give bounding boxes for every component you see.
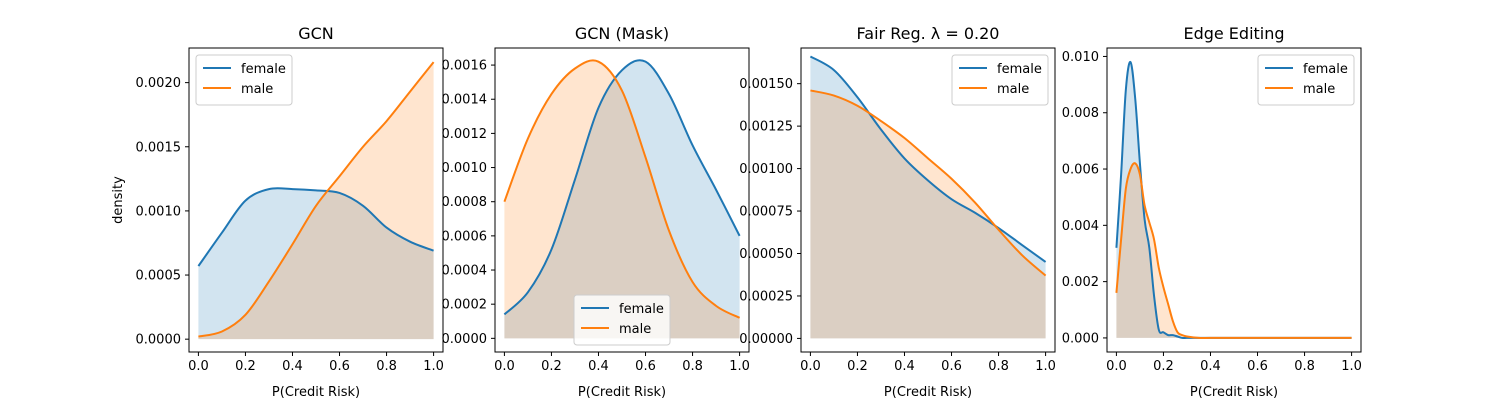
y-tick-label: 0.00100 (739, 162, 793, 177)
axes-frame (800, 47, 1056, 353)
y-tick-label: 0.002 (1062, 275, 1099, 290)
x-tick-label: 0.0 (1106, 359, 1127, 374)
subplot-title: GCN (Mask) (575, 24, 669, 43)
subplot-title: GCN (298, 24, 334, 43)
line-female (197, 187, 434, 267)
legend: female male (951, 54, 1049, 106)
x-tick-label: 0.2 (235, 359, 256, 374)
y-tick-label: 0.0006 (442, 229, 488, 244)
x-tick-label: 0.2 (1153, 359, 1174, 374)
y-tick-label: 0.0010 (136, 204, 182, 219)
x-tick-label: 1.0 (423, 359, 444, 374)
legend-label-female: female (241, 62, 286, 77)
legend-label-male: male (997, 82, 1029, 97)
y-tick-label: 0.00050 (739, 247, 793, 262)
y-tick-label: 0.0014 (442, 93, 488, 108)
subplot-4: 0.0 0.2 0.4 0.6 0.8 1.0 0.000 0.002 0.004 0.006 0.… (1062, 24, 1362, 400)
y-tick-label: 0.0012 (442, 127, 488, 142)
y-tick-label: 0.0008 (442, 195, 488, 210)
subplot-1: 0.0 0.2 0.4 0.6 0.8 1.0 0.0000 0.0005 0.0010 0.00… (111, 24, 444, 400)
legend: female male (1257, 54, 1355, 106)
legend: female male (195, 54, 293, 106)
x-axis-label: P(Credit Risk) (1190, 385, 1278, 400)
axes-frame (494, 47, 750, 353)
area-male (1116, 163, 1352, 339)
x-tick-label: 0.8 (1294, 359, 1315, 374)
x-tick-label: 0.4 (1200, 359, 1221, 374)
area-female (810, 56, 1046, 339)
legend-label-male: male (619, 322, 651, 337)
x-tick-label: 1.0 (1341, 359, 1362, 374)
y-tick-label: 0.00150 (739, 77, 793, 92)
x-tick-label: 0.2 (541, 359, 562, 374)
legend-label-female: female (997, 62, 1042, 77)
y-tick-label: 0.0015 (136, 140, 182, 155)
line-male (198, 61, 435, 338)
x-tick-label: 0.4 (588, 359, 609, 374)
legend: female male (573, 294, 671, 346)
y-tick-label: 0.0002 (442, 298, 488, 313)
y-tick-label: 0.0000 (136, 333, 182, 348)
area-male (198, 62, 434, 340)
y-tick-label: 0.00025 (739, 289, 793, 304)
subplot-title: Fair Reg. λ = 0.20 (857, 24, 1000, 43)
line-male (503, 59, 741, 319)
y-tick-label: 0.0016 (442, 59, 488, 74)
x-tick-label: 0.6 (941, 359, 962, 374)
x-tick-label: 0.0 (800, 359, 821, 374)
x-tick-label: 0.6 (1247, 359, 1268, 374)
x-tick-label: 0.4 (894, 359, 915, 374)
y-tick-label: 0.00075 (739, 205, 793, 220)
y-tick-label: 0.000 (1062, 331, 1099, 346)
x-tick-label: 0.0 (494, 359, 515, 374)
x-tick-label: 0.6 (329, 359, 350, 374)
y-tick-label: 0.0005 (136, 269, 182, 284)
axes-frame (1106, 47, 1362, 353)
line-male (810, 89, 1047, 277)
x-tick-label: 0.6 (635, 359, 656, 374)
x-tick-label: 0.2 (847, 359, 868, 374)
subplot-title: Edge Editing (1183, 24, 1284, 43)
x-tick-label: 0.4 (282, 359, 303, 374)
y-tick-label: 0.0004 (442, 264, 488, 279)
x-tick-label: 0.0 (188, 359, 209, 374)
y-tick-label: 0.010 (1062, 50, 1099, 65)
y-tick-label: 0.0010 (442, 161, 488, 176)
y-tick-label: 0.0000 (442, 332, 488, 347)
axes-frame (188, 47, 444, 353)
y-axis-label: density (111, 176, 126, 224)
y-tick-label: 0.00000 (739, 332, 793, 347)
x-tick-label: 1.0 (1035, 359, 1056, 374)
line-male (1115, 162, 1352, 340)
area-female (504, 60, 740, 339)
y-tick-label: 0.00125 (739, 120, 793, 135)
subplot-3: 0.0 0.2 0.4 0.6 0.8 1.0 0.00000 0.00025 0.00050 0… (739, 24, 1056, 400)
x-tick-label: 0.8 (682, 359, 703, 374)
area-female (198, 188, 434, 340)
legend-label-female: female (619, 302, 664, 317)
x-axis-label: P(Credit Risk) (578, 385, 666, 400)
x-tick-label: 0.8 (376, 359, 397, 374)
y-tick-label: 0.004 (1062, 219, 1099, 234)
y-tick-label: 0.0020 (136, 76, 182, 91)
x-axis-label: P(Credit Risk) (884, 385, 972, 400)
area-male (810, 90, 1046, 339)
x-tick-label: 0.8 (988, 359, 1009, 374)
x-axis-label: P(Credit Risk) (272, 385, 360, 400)
line-female (809, 55, 1047, 263)
legend-label-male: male (241, 82, 273, 97)
y-tick-label: 0.008 (1062, 106, 1099, 121)
y-tick-label: 0.006 (1062, 163, 1099, 178)
area-female (1116, 61, 1352, 339)
legend-label-female: female (1303, 62, 1348, 77)
subplot-2: 0.0 0.2 0.4 0.6 0.8 1.0 0.0000 0.0002 0.0004 0.00… (442, 24, 750, 400)
x-tick-label: 1.0 (729, 359, 750, 374)
line-female (503, 59, 741, 316)
legend-label-male: male (1303, 82, 1335, 97)
area-male (504, 60, 740, 339)
